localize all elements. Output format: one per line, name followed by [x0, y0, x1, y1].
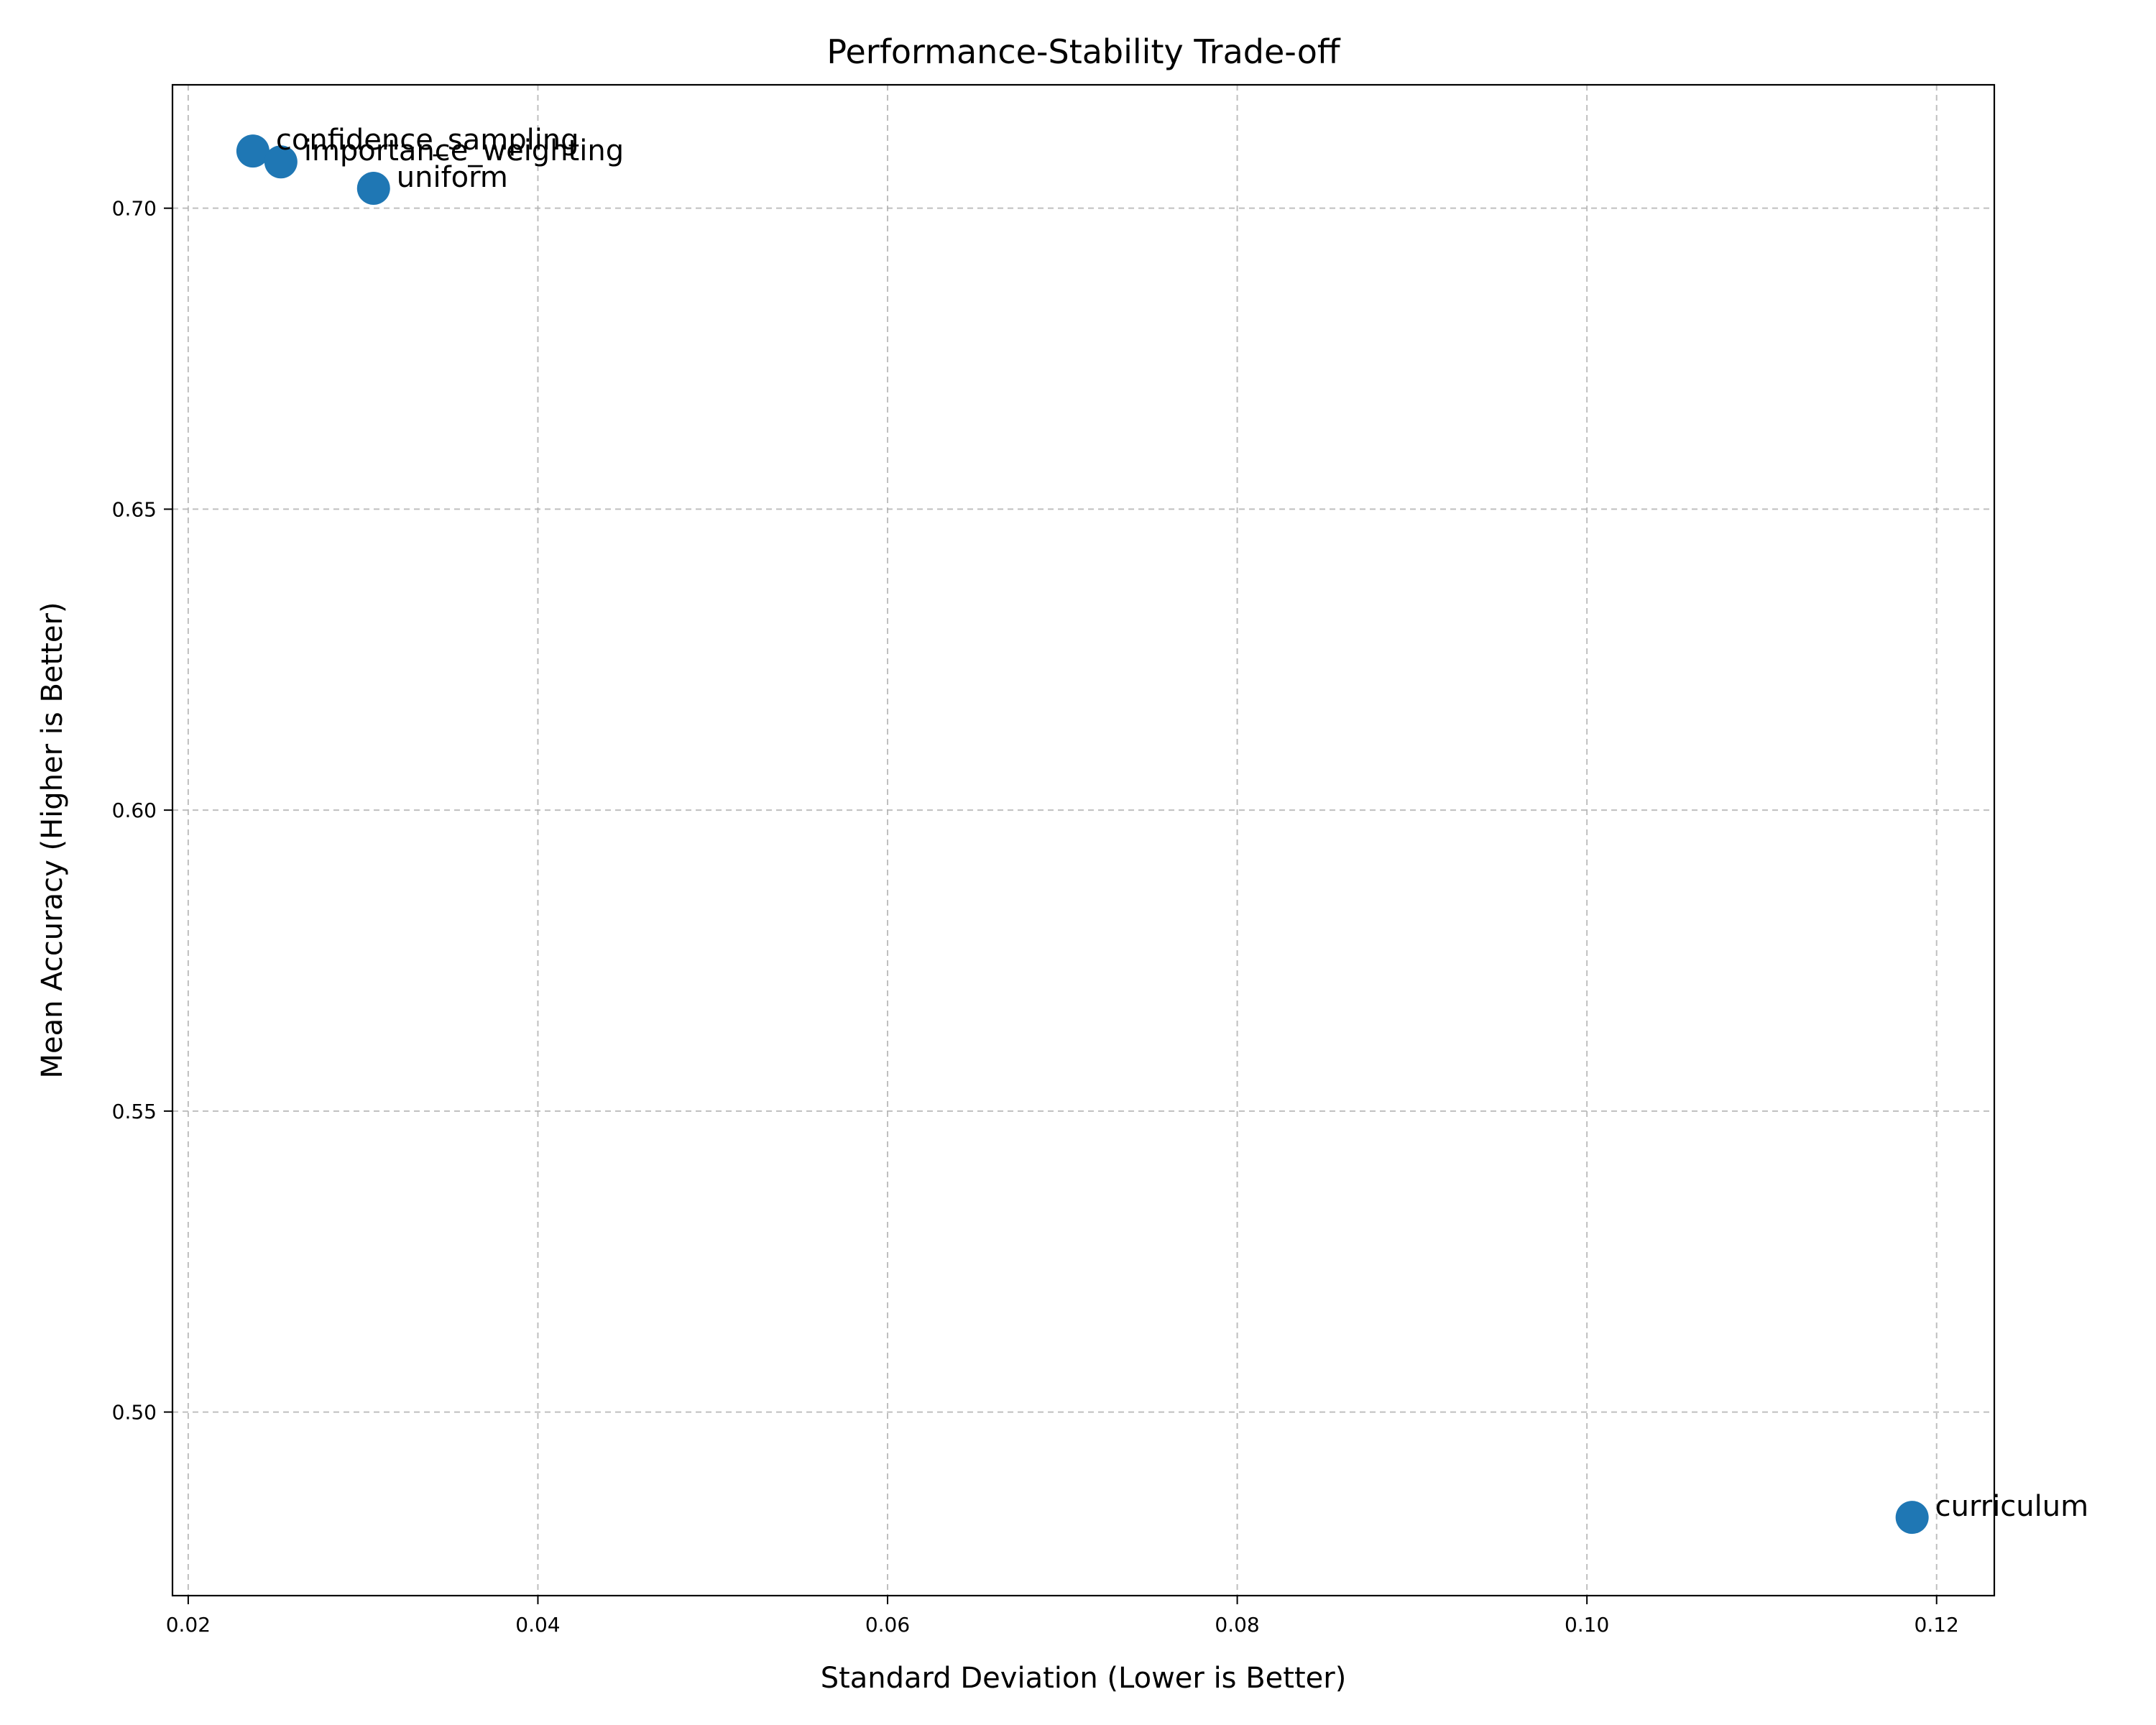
y-tick-label: 0.60	[112, 799, 157, 822]
grid-layer	[172, 85, 1994, 1596]
point-label: curriculum	[1935, 1490, 2088, 1523]
plot-frame	[171, 83, 1996, 1597]
x-tick-label: 0.08	[1215, 1613, 1259, 1637]
y-tick-label: 0.70	[112, 197, 157, 221]
x-tick-label: 0.04	[515, 1613, 560, 1637]
point-label: uniform	[397, 161, 508, 194]
chart-title: Performance-Stability Trade-off	[826, 32, 1340, 71]
axes-layer: 0.02 0.04 0.06 0.08 0.10 0.12 0.50 0.55 0.60 0.65…	[112, 83, 1996, 1637]
point-label: confidence_sampling	[276, 124, 579, 157]
x-axis-title: Standard Deviation (Lower is Better)	[821, 1662, 1347, 1695]
x-tick-label: 0.02	[166, 1613, 211, 1637]
y-tick-label: 0.65	[112, 497, 157, 521]
scatter-point	[264, 145, 298, 179]
point-labels-layer: confidence_samplingimportance_weightingu…	[276, 124, 2088, 1523]
x-tick-label: 0.12	[1915, 1613, 1959, 1637]
point-label: importance_weighting	[304, 134, 624, 167]
points-layer	[236, 134, 1929, 1535]
y-tick-label: 0.50	[112, 1401, 157, 1425]
x-tick-label: 0.10	[1565, 1613, 1609, 1637]
y-axis-title: Mean Accuracy (Higher is Better)	[36, 602, 69, 1078]
y-tick-label: 0.55	[112, 1100, 157, 1123]
x-tick-label: 0.06	[865, 1613, 910, 1637]
scatter-point	[1895, 1501, 1929, 1535]
scatter-point	[236, 134, 270, 168]
scatter-point	[356, 172, 390, 206]
